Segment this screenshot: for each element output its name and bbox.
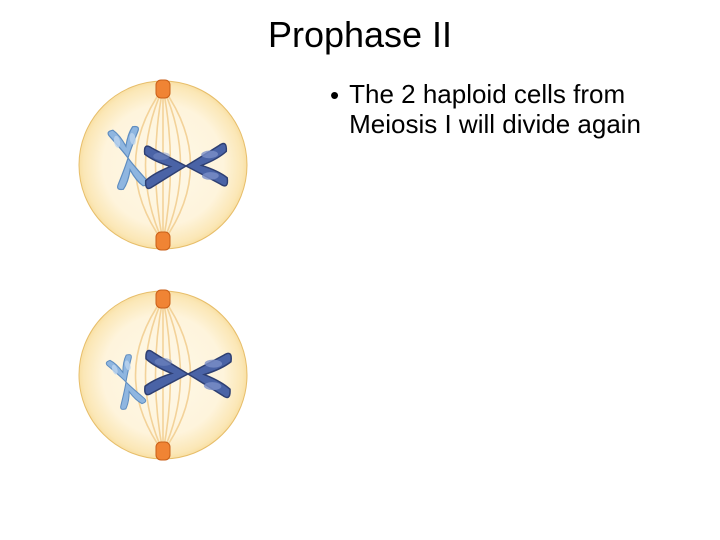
centriole-top bbox=[156, 80, 170, 98]
cell-diagram-top bbox=[68, 70, 258, 260]
centriole-top bbox=[156, 290, 170, 308]
bullet-block: • The 2 haploid cells from Meiosis I wil… bbox=[330, 80, 660, 140]
bullet-item: • The 2 haploid cells from Meiosis I wil… bbox=[330, 80, 660, 140]
cell-svg-bottom bbox=[68, 280, 258, 470]
cell-diagram-bottom bbox=[68, 280, 258, 470]
bullet-text: The 2 haploid cells from Meiosis I will … bbox=[349, 80, 660, 140]
centriole-bottom bbox=[156, 442, 170, 460]
bullet-marker: • bbox=[330, 82, 339, 108]
page-title: Prophase II bbox=[0, 14, 720, 56]
cell-svg-top bbox=[68, 70, 258, 260]
centriole-bottom bbox=[156, 232, 170, 250]
